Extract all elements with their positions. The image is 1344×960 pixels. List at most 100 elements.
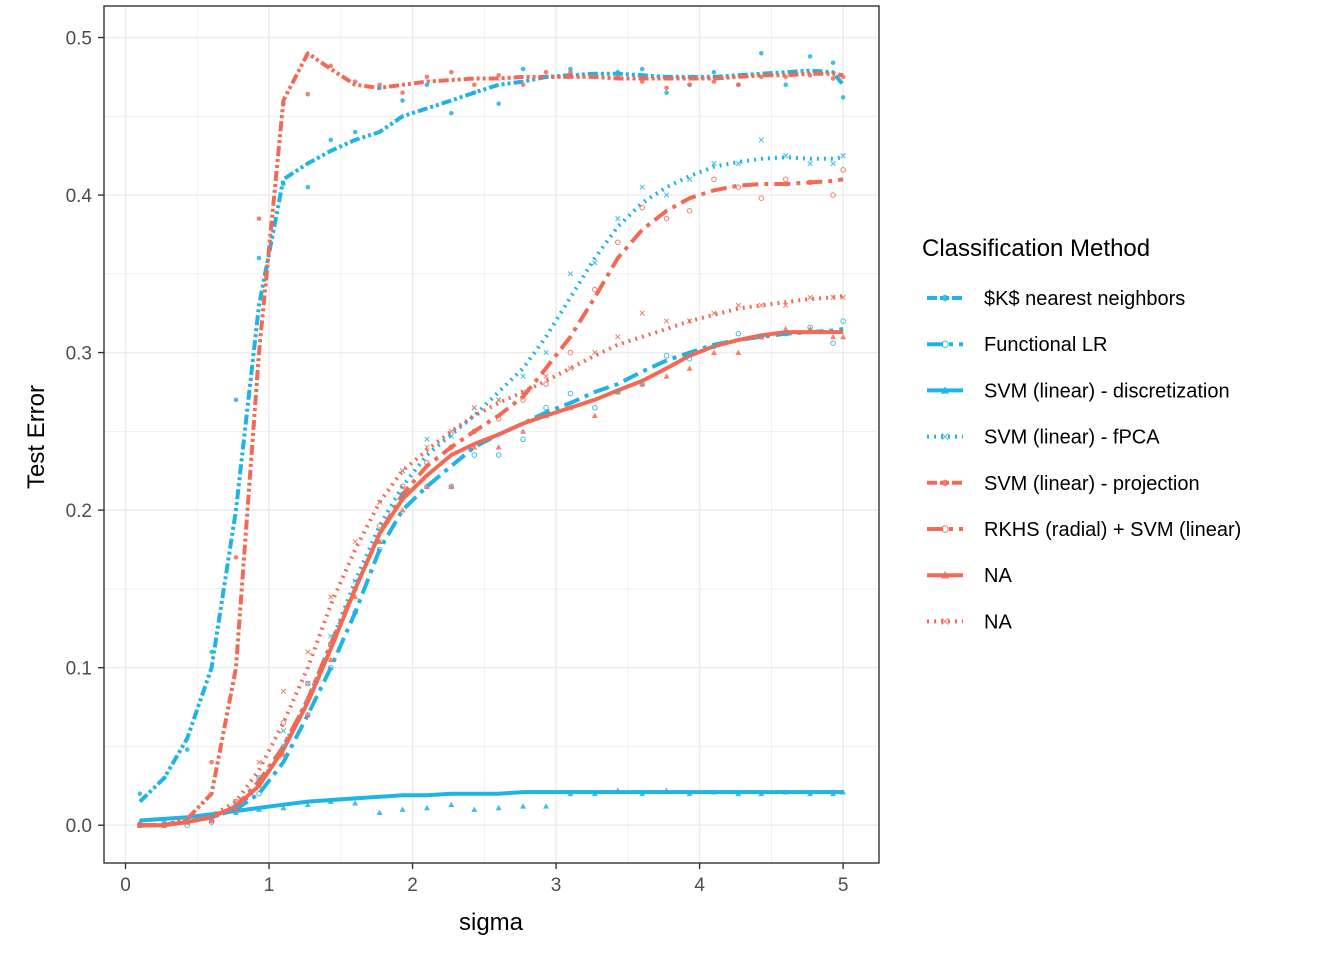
series-1-point — [161, 775, 167, 781]
series-2-point — [830, 340, 836, 346]
series-8-point — [161, 822, 167, 828]
series-5-point — [568, 69, 573, 75]
series-8-point — [376, 499, 383, 505]
series-8-point — [567, 365, 574, 371]
series-points — [136, 50, 847, 828]
series-4-point — [663, 192, 670, 198]
series-6-point — [592, 286, 598, 293]
series-3-point — [663, 787, 670, 793]
series-6-point — [495, 415, 502, 422]
series-4-point — [840, 153, 846, 159]
series-2-point — [782, 330, 789, 337]
series-8-point — [840, 294, 846, 301]
series-7-point — [567, 404, 574, 411]
series-1-point — [496, 101, 501, 106]
series-2-point — [592, 404, 598, 411]
series-4-point — [280, 728, 287, 734]
series-5-point — [496, 73, 501, 78]
series-5-point — [352, 79, 358, 84]
series-7-point — [840, 333, 847, 340]
series-3-point — [591, 790, 598, 797]
series-8-point — [663, 318, 670, 324]
y-tick-label: 0.0 — [66, 816, 92, 837]
y-tick-label: 0.2 — [66, 501, 92, 522]
series-6-point — [686, 207, 693, 214]
y-axis-title: Test Error — [23, 385, 50, 489]
series-3-point — [280, 804, 287, 811]
series-2-point — [280, 743, 287, 750]
series-5-point — [543, 69, 549, 75]
legend-key-marker-8 — [941, 617, 949, 625]
series-1-point — [840, 95, 846, 100]
series-3-point — [567, 790, 574, 797]
series-6-point — [663, 215, 670, 222]
series-6-point — [840, 167, 846, 173]
series-3-point — [807, 790, 814, 797]
series-6-point — [304, 680, 311, 687]
series-5-point — [830, 76, 836, 81]
series-8-point — [783, 302, 789, 308]
series-8-point — [424, 444, 430, 450]
series-4-point — [686, 176, 693, 182]
series-1-point — [543, 74, 549, 80]
legend-key-marker-2 — [941, 340, 949, 348]
series-4-point — [615, 216, 621, 222]
series-6-point — [614, 239, 621, 246]
series-4-point — [830, 160, 836, 167]
series-5-point — [424, 74, 430, 80]
series-3-point — [614, 787, 621, 793]
series-8-point — [543, 373, 549, 379]
series-5-point — [471, 82, 477, 88]
series-2-point — [520, 436, 526, 443]
series-8-point — [496, 397, 502, 403]
series-5-point — [592, 74, 598, 80]
series-5-point — [400, 90, 405, 95]
series-4-point — [735, 160, 742, 167]
series-8-point — [399, 468, 406, 474]
series-4-point — [807, 160, 813, 167]
series-4-point — [352, 578, 358, 584]
series-5-point — [807, 73, 813, 78]
series-7-point — [520, 428, 527, 434]
series-2-point — [840, 318, 846, 324]
series-7-point — [399, 507, 406, 513]
series-5-point — [520, 82, 526, 88]
x-axis-title: sigma — [459, 909, 524, 936]
series-8-point — [448, 428, 454, 435]
series-8-point — [592, 349, 598, 356]
axes: 0 1 2 3 4 5 0.0 0.1 0.2 0.3 0.4 0.5 — [66, 29, 849, 896]
series-1-point — [424, 82, 430, 88]
series-3-point — [471, 806, 478, 812]
y-tick-label: 0.4 — [66, 186, 93, 207]
series-6-point — [352, 586, 358, 592]
series-6-point — [471, 428, 478, 435]
series-3-point — [399, 806, 406, 812]
series-3-point — [448, 801, 455, 808]
series-line-6 — [139, 177, 844, 828]
grid — [104, 6, 879, 863]
series-8-point — [520, 389, 526, 395]
x-tick-label: 5 — [838, 875, 849, 896]
series-3-point — [840, 789, 847, 795]
series-3-point — [423, 804, 430, 811]
series-8-point — [208, 816, 215, 822]
series-2-point — [376, 546, 383, 553]
series-8-point — [352, 538, 358, 545]
series-4-point — [711, 160, 717, 167]
legend-label-8: NA — [984, 611, 1012, 633]
series-3-point — [735, 790, 742, 797]
series-3-point — [233, 809, 240, 815]
series-1-point — [783, 82, 789, 88]
series-1-point — [520, 66, 526, 72]
legend-label-2: Functional LR — [984, 334, 1107, 356]
x-tick-label: 1 — [264, 875, 275, 896]
series-7-point — [352, 593, 359, 600]
series-4-point — [520, 373, 526, 379]
series-3-point — [352, 800, 359, 806]
series-1-point — [256, 255, 262, 261]
legend-key-marker-6 — [941, 525, 949, 533]
series-7-point — [591, 412, 598, 418]
series-8-point — [686, 318, 693, 324]
series-4-point — [233, 803, 239, 809]
